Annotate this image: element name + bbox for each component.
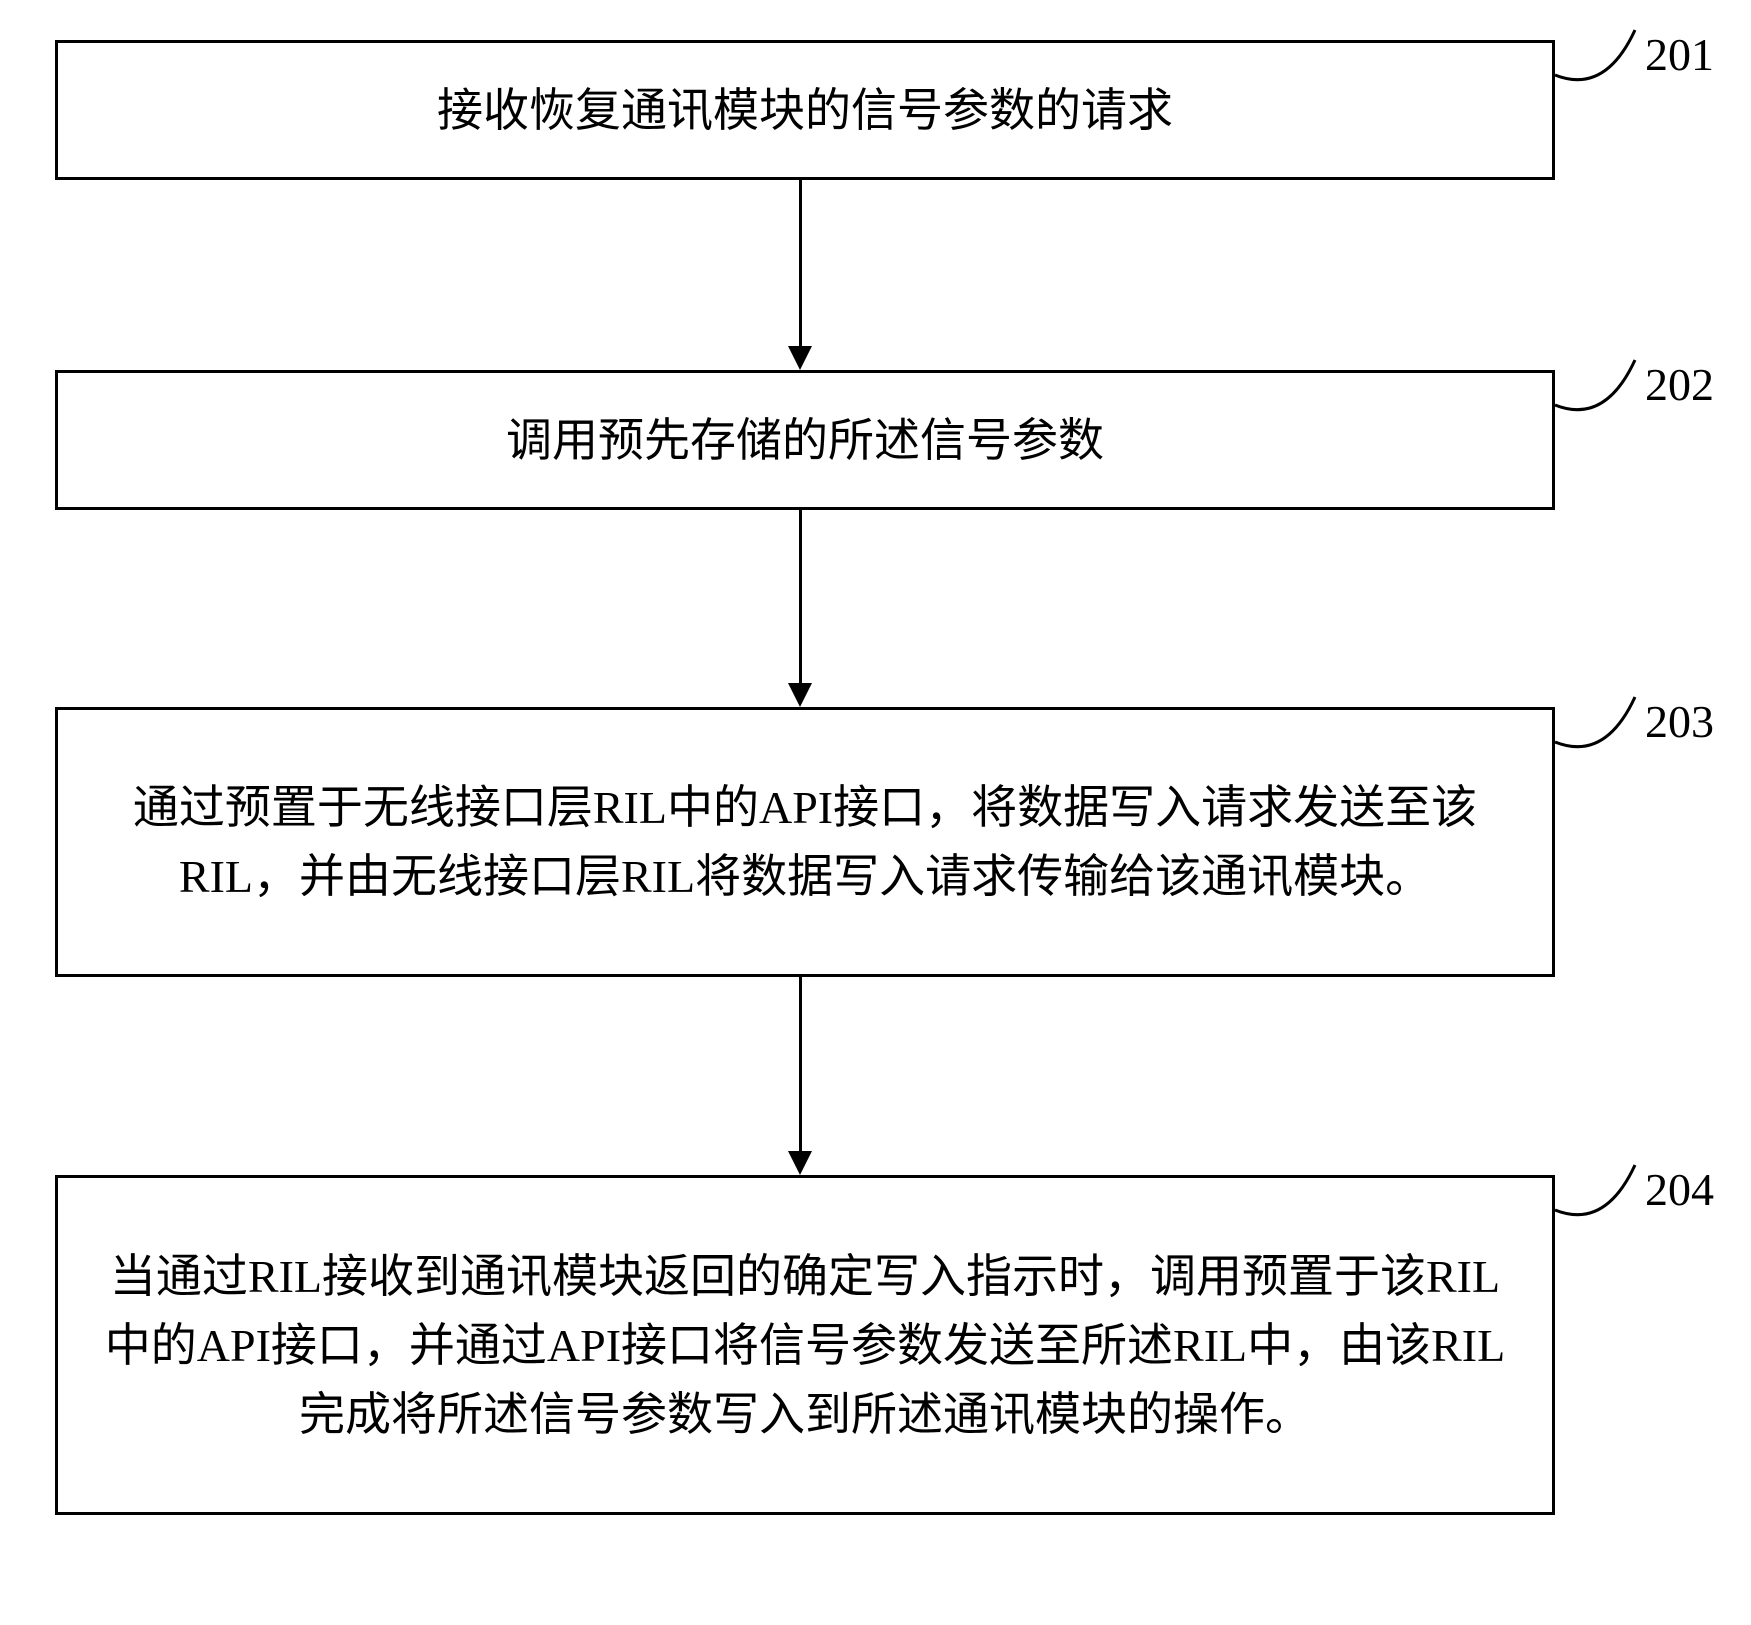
connector-1 <box>1555 25 1645 115</box>
box-2-text: 调用预先存储的所述信号参数 <box>506 406 1104 475</box>
flowchart-box-3: 通过预置于无线接口层RIL中的API接口，将数据写入请求发送至该RIL，并由无线… <box>55 707 1555 977</box>
connector-4 <box>1555 1160 1645 1250</box>
label-203: 203 <box>1645 695 1714 748</box>
box-1-text: 接收恢复通讯模块的信号参数的请求 <box>437 76 1173 145</box>
connector-2 <box>1555 355 1645 445</box>
box-4-text: 当通过RIL接收到通讯模块返回的确定写入指示时，调用预置于该RIL中的API接口… <box>88 1242 1522 1449</box>
label-202: 202 <box>1645 358 1714 411</box>
label-201: 201 <box>1645 28 1714 81</box>
flowchart-box-4: 当通过RIL接收到通讯模块返回的确定写入指示时，调用预置于该RIL中的API接口… <box>55 1175 1555 1515</box>
flowchart-box-2: 调用预先存储的所述信号参数 <box>55 370 1555 510</box>
connector-3 <box>1555 692 1645 782</box>
label-204: 204 <box>1645 1163 1714 1216</box>
box-3-text: 通过预置于无线接口层RIL中的API接口，将数据写入请求发送至该RIL，并由无线… <box>88 773 1522 911</box>
flowchart-box-1: 接收恢复通讯模块的信号参数的请求 <box>55 40 1555 180</box>
flowchart-container: 接收恢复通讯模块的信号参数的请求 201 调用预先存储的所述信号参数 202 通… <box>0 0 1751 1625</box>
